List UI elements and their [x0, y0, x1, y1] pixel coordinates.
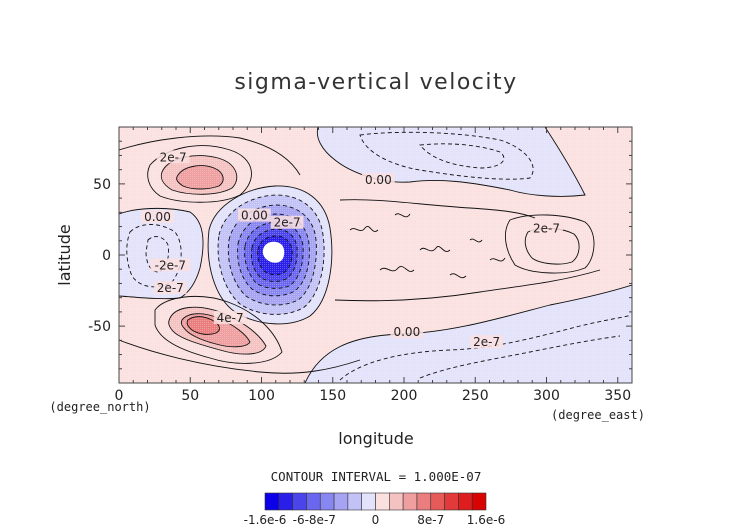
- colorbar-swatch: [471, 492, 487, 511]
- contour-neg-south-2: [419, 335, 621, 379]
- colorbar-swatch: [402, 492, 418, 511]
- contour-label-bg: [213, 311, 247, 324]
- contour-squiggle-7: [489, 257, 506, 262]
- contour-label-bg: [237, 208, 271, 222]
- colorbar-swatch: [430, 492, 445, 511]
- colorbar-swatch: [292, 492, 307, 511]
- x-tick-label: 250: [462, 388, 489, 404]
- contour-label: 2e-7: [157, 281, 184, 295]
- contour-squiggle-2: [419, 246, 451, 252]
- colorbar-swatch: [458, 492, 473, 511]
- contour-label-bg: [470, 335, 504, 349]
- contour-label-bg: [153, 281, 187, 295]
- colorbar-swatch: [319, 492, 335, 511]
- contour-north-2e7-a: [147, 145, 252, 203]
- contour-interval-label: CONTOUR INTERVAL = 1.000E-07: [271, 469, 482, 484]
- contour-squiggle-4: [379, 266, 415, 272]
- contour-label-bg: [270, 215, 304, 229]
- contour-label-bg: [150, 258, 191, 272]
- contour-label: 2e-7: [160, 150, 187, 164]
- contour-squiggle-1: [349, 226, 379, 232]
- y-axis-unit: (degree_north): [49, 400, 150, 414]
- x-tick-label: 200: [391, 388, 418, 404]
- colorbar-swatch: [264, 492, 280, 511]
- contour-north-line: [119, 135, 301, 176]
- colorbar-tick-label: -1.6e-6: [244, 513, 287, 527]
- contour-label: 2e-7: [473, 335, 500, 349]
- y-tick-label: -50: [88, 319, 111, 335]
- contour-label-bg: [156, 150, 190, 164]
- colorbar-tick-label: 1.6e-6: [467, 513, 505, 527]
- shading-texture: [119, 127, 632, 383]
- y-axis-label: latitude: [55, 224, 74, 285]
- y-axis: -50 0 50: [88, 140, 632, 370]
- contour-label: 0.00: [144, 210, 171, 224]
- x-axis-unit: (degree_east): [551, 408, 645, 422]
- contour-label: 2e-7: [274, 216, 301, 230]
- contour-south-2e7-b: [168, 306, 267, 355]
- contour-label: 0.00: [241, 209, 268, 223]
- x-tick-label: 100: [248, 388, 275, 404]
- colorbar-tick-label: -8e-7: [305, 513, 336, 527]
- x-axis: 0 50 100 150 200 250 300 350: [115, 127, 631, 404]
- contour-label: 2e-7: [533, 221, 560, 235]
- contour-label-bg: [530, 221, 563, 235]
- contour-north-2e7-b: [160, 155, 238, 195]
- contour-mid-band: [334, 269, 601, 302]
- contour-south-2e7-a: [154, 296, 283, 364]
- contour-south-band: [119, 339, 361, 374]
- contour-neg-north-1: [359, 131, 534, 180]
- contour-north-2e7-c: [176, 165, 224, 190]
- contour-lines: [119, 127, 632, 383]
- x-tick-label: 300: [533, 388, 560, 404]
- contour-zero-center: [207, 185, 333, 325]
- contour-squiggle-5: [449, 273, 467, 279]
- colorbar-swatch: [416, 492, 432, 511]
- x-tick-label: 0: [115, 388, 124, 404]
- colorbar-swatch: [444, 492, 459, 511]
- colorbar-swatch: [333, 492, 349, 511]
- y-tick-label: 0: [102, 248, 111, 264]
- contour-neg-center-1: [217, 194, 325, 315]
- colorbar-extra-label: -6: [293, 513, 305, 527]
- contour-label-group: 2e-7 0.00 0.00 2e-7 0.00 -2e-7 2e-7 4e-7 0.00 2e-…: [141, 150, 563, 349]
- contour-zero-north: [316, 127, 586, 197]
- contour-label-bg: [390, 325, 424, 339]
- contour-neg-center-5: [250, 228, 298, 282]
- chart-title: sigma-vertical velocity: [234, 70, 518, 95]
- contour-squiggle-6: [394, 213, 411, 218]
- colorbar-swatch: [361, 492, 376, 511]
- contour-label-bg: [361, 173, 395, 187]
- contour-neg-center-2: [227, 204, 317, 306]
- colorbar-tick-label: 8e-7: [417, 513, 444, 527]
- contour-zero-south: [304, 284, 632, 383]
- contour-label: -2e-7: [155, 258, 186, 272]
- colorbar-swatch: [278, 492, 293, 511]
- y-tick-label: 50: [93, 177, 111, 193]
- contour-south-2e7-d: [186, 316, 220, 335]
- x-tick-label: 50: [181, 388, 199, 404]
- colorbar: -1.6e-6 -8e-7 0 8e-7 1.6e-6 -6: [244, 492, 505, 527]
- colorbar-swatch: [389, 492, 404, 511]
- contour-east-band: [339, 199, 536, 219]
- colorbar-tick-label: 0: [372, 513, 380, 527]
- contour-label: 0.00: [393, 325, 420, 339]
- colorbar-swatch: [306, 492, 321, 511]
- contour-neg-center-6: [257, 235, 293, 276]
- colorbar-swatch: [375, 492, 390, 511]
- contour-east-box-a: [504, 214, 595, 274]
- contour-squiggle-3: [469, 238, 483, 243]
- x-tick-label: 350: [604, 388, 631, 404]
- contour-label-bg: [141, 210, 174, 224]
- x-axis-label: longitude: [338, 429, 413, 448]
- contour-label: 4e-7: [217, 311, 244, 325]
- contour-label: 0.00: [365, 173, 392, 187]
- colorbar-swatch: [347, 492, 362, 511]
- contour-neg-north-2: [419, 143, 505, 169]
- contour-zero-west: [119, 207, 204, 300]
- map-area: [119, 127, 632, 383]
- x-tick-label: 150: [319, 388, 346, 404]
